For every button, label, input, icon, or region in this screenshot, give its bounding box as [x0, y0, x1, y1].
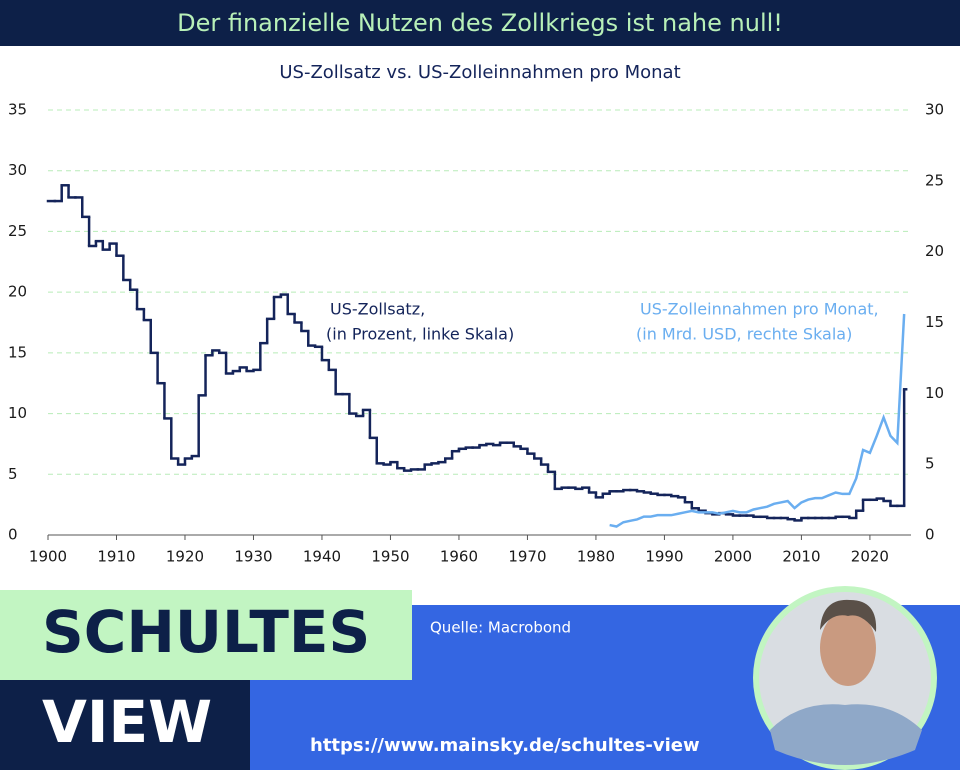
x-tick-label: 1940	[303, 548, 341, 566]
x-tick-label: 1920	[166, 548, 204, 566]
url[interactable]: https://www.mainsky.de/schultes-view	[310, 735, 700, 756]
brand-box-dark	[0, 680, 250, 770]
x-tick-label: 2000	[714, 548, 752, 566]
plot: 0 5 10 15 20 25 30 35 0 5 10 15 20 25 30 1900 1910 1920 19…	[8, 101, 944, 566]
x-tick-label: 2020	[851, 548, 889, 566]
header-title: Der finanzielle Nutzen des Zollkriegs is…	[177, 9, 783, 37]
x-tick-label: 1930	[234, 548, 272, 566]
y2-tick-label: 0	[925, 526, 935, 544]
x-tick-label: 1900	[29, 548, 67, 566]
brand-bottom: VIEW	[42, 688, 212, 756]
x-tick-label: 1970	[508, 548, 546, 566]
y-tick-label: 10	[8, 404, 27, 422]
brand-top: SCHULTES	[42, 598, 370, 666]
x-tick-label: 1910	[97, 548, 135, 566]
y-tick-label: 35	[8, 101, 27, 119]
y-tick-label: 20	[8, 283, 27, 301]
x-tick-label: 1960	[440, 548, 478, 566]
y2-tick-label: 5	[925, 455, 935, 473]
series-line	[609, 313, 906, 528]
source: Quelle: Macrobond	[430, 619, 571, 637]
x-tick-label: 1980	[577, 548, 615, 566]
x-tick-label: 2010	[782, 548, 820, 566]
brand-box	[0, 590, 412, 680]
y-tick-label: 30	[8, 161, 27, 179]
series-note: (in Prozent, linke Skala)	[326, 325, 514, 344]
y2-tick-label: 25	[925, 171, 944, 189]
y-tick-label: 25	[8, 222, 27, 240]
chart-subtitle: US-Zollsatz vs. US-Zolleinnahmen pro Mon…	[279, 62, 680, 83]
y-tick-label: 15	[8, 343, 27, 361]
portrait	[753, 586, 937, 770]
series-note: (in Mrd. USD, rechte Skala)	[636, 325, 852, 344]
series-label: US-Zollsatz,	[330, 300, 425, 319]
x-tick-label: 1990	[645, 548, 683, 566]
y2-tick-label: 20	[925, 242, 944, 260]
y2-tick-label: 15	[925, 313, 944, 331]
series-label: US-Zolleinnahmen pro Monat,	[640, 300, 879, 319]
y-tick-label: 0	[8, 526, 18, 544]
x-tick-label: 1950	[371, 548, 409, 566]
y2-tick-label: 30	[925, 101, 944, 119]
y-tick-label: 5	[8, 465, 18, 483]
y2-tick-label: 10	[925, 384, 944, 402]
header-banner	[0, 0, 960, 46]
